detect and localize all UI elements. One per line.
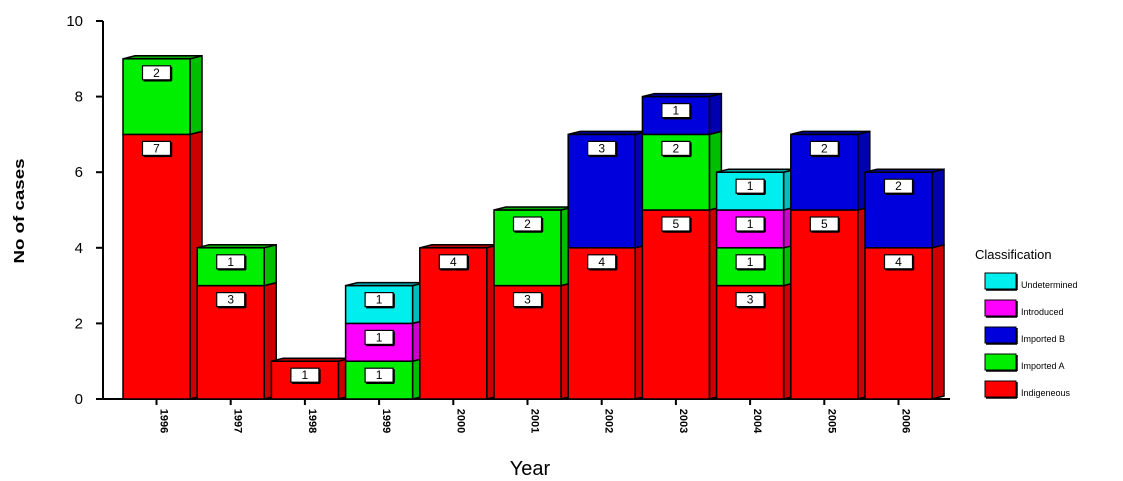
svg-text:3: 3 [524, 293, 531, 307]
bar-2006-imported-b [864, 168, 945, 249]
svg-text:2: 2 [821, 141, 828, 155]
data-labels: 7 2 3 1 1 1 1 1 4 3 2 4 3 5 2 1 3 1 1 1 5 2 4 2 [141, 65, 915, 384]
data-label-2005-indigeneous: 5 [809, 216, 841, 233]
bar-2006-indigeneous [864, 243, 945, 400]
svg-text:1: 1 [227, 255, 234, 269]
y-tick-label: 2 [75, 315, 83, 332]
svg-text:3: 3 [227, 293, 234, 307]
legend-title: Classification [975, 247, 1052, 262]
svg-text:Imported B: Imported B [1021, 334, 1065, 344]
svg-text:1: 1 [376, 368, 383, 382]
x-tick-label: 2004 [751, 409, 763, 434]
svg-text:1: 1 [747, 179, 754, 193]
bar-1996-indigeneous [122, 130, 203, 400]
data-label-2006-imported-b: 2 [883, 178, 915, 195]
legend-item-undetermined: Undetermined [984, 272, 1078, 291]
svg-text:1: 1 [376, 293, 383, 307]
svg-text:1: 1 [747, 255, 754, 269]
x-tick-label: 2001 [529, 409, 541, 433]
data-label-2000-indigeneous: 4 [438, 254, 470, 271]
bar-2005-indigeneous [790, 206, 871, 400]
x-tick-label: 2005 [825, 409, 837, 433]
x-tick-label: 2000 [454, 409, 466, 433]
data-label-2001-imported-a: 2 [512, 216, 544, 233]
svg-text:2: 2 [524, 217, 531, 231]
data-label-1999-undetermined: 1 [364, 292, 395, 309]
svg-text:4: 4 [895, 255, 902, 269]
data-label-1996-indigeneous: 7 [141, 140, 173, 158]
x-tick-label: 2003 [677, 409, 689, 433]
x-tick-label: 1996 [158, 409, 170, 433]
data-label-2002-imported-b: 3 [587, 140, 618, 158]
svg-text:1: 1 [302, 368, 309, 382]
x-tick-label: 2006 [900, 409, 912, 433]
svg-text:Imported A: Imported A [1021, 361, 1065, 371]
svg-text:1: 1 [376, 330, 383, 344]
x-tick-label: 1998 [306, 409, 318, 433]
x-axis-title: Year [510, 458, 551, 480]
legend-item-imported-a: Imported A [984, 353, 1065, 372]
svg-text:Introduced: Introduced [1021, 307, 1064, 317]
svg-text:Indigeneous: Indigeneous [1021, 388, 1071, 398]
x-tick-label: 1997 [232, 409, 244, 433]
data-label-2004-indigeneous: 3 [735, 292, 766, 309]
svg-text:2: 2 [673, 141, 680, 155]
svg-text:3: 3 [747, 293, 754, 307]
data-label-2004-imported-a: 1 [735, 254, 766, 271]
data-label-2004-undetermined: 1 [735, 178, 766, 195]
data-label-1997-indigeneous: 3 [216, 292, 247, 309]
data-label-1997-imported-a: 1 [216, 254, 247, 271]
data-label-1998-indigeneous: 1 [290, 367, 321, 384]
svg-text:1: 1 [673, 104, 680, 118]
y-tick-label: 6 [75, 164, 83, 181]
svg-text:4: 4 [450, 255, 457, 269]
svg-text:4: 4 [598, 255, 605, 269]
bar-1999-undetermined [344, 281, 426, 325]
svg-text:1: 1 [747, 217, 754, 231]
svg-text:2: 2 [895, 179, 902, 193]
data-label-2005-imported-b: 2 [809, 140, 841, 158]
data-label-1999-imported-a: 1 [364, 367, 395, 384]
data-label-2004-introduced: 1 [735, 216, 766, 233]
data-label-2002-indigeneous: 4 [587, 254, 618, 271]
x-tick-label: 1999 [380, 409, 392, 433]
y-axis-title: No of cases [11, 159, 28, 264]
bar-2003-indigeneous [641, 206, 723, 400]
legend: Classification Undetermined Introduced Impo… [975, 247, 1078, 399]
data-label-2003-indigeneous: 5 [661, 216, 692, 233]
svg-text:3: 3 [598, 141, 605, 155]
bar-1999-imported-a [344, 357, 426, 400]
y-tick-label: 4 [75, 240, 83, 257]
svg-text:5: 5 [821, 217, 828, 231]
y-tick-label: 10 [66, 13, 83, 30]
svg-text:2: 2 [153, 66, 160, 80]
legend-item-indigeneous: Indigeneous [984, 380, 1071, 399]
data-label-2001-indigeneous: 3 [512, 292, 544, 309]
svg-text:5: 5 [673, 217, 680, 231]
legend-item-imported-b: Imported B [984, 326, 1065, 345]
legend-item-introduced: Introduced [984, 299, 1064, 318]
data-label-2003-imported-b: 1 [661, 102, 692, 120]
y-tick-label: 8 [75, 89, 83, 106]
svg-text:7: 7 [153, 141, 160, 155]
data-label-1999-introduced: 1 [364, 329, 395, 347]
x-tick-label: 2002 [603, 409, 615, 433]
bar-2003-imported-a [641, 130, 723, 211]
data-label-2003-imported-a: 2 [661, 140, 692, 158]
data-label-2006-indigeneous: 4 [883, 254, 915, 271]
data-label-1996-imported-a: 2 [141, 65, 173, 82]
svg-text:Undetermined: Undetermined [1021, 280, 1078, 290]
y-tick-label: 0 [75, 391, 83, 408]
